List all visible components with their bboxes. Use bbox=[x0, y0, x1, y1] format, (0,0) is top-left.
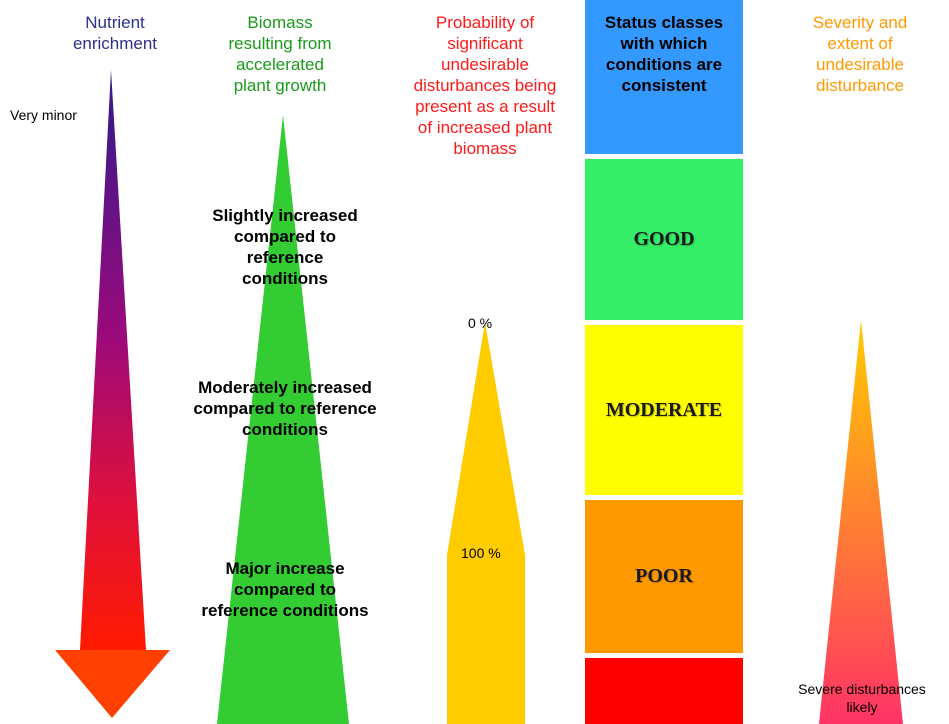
biomass-level-slight: Slightly increased compared to reference… bbox=[212, 206, 358, 288]
biomass-level-moderate: Moderately increased compared to referen… bbox=[193, 378, 377, 439]
status-high-block bbox=[585, 0, 743, 154]
status-good-block bbox=[585, 159, 743, 320]
biomass-header: Biomass resulting from accelerated plant… bbox=[228, 13, 332, 95]
status-header: Status classes with which conditions are… bbox=[604, 13, 724, 95]
probability-top-label: 0 % bbox=[468, 315, 493, 331]
probability-shape bbox=[447, 322, 525, 724]
nutrient-arrow-shaft bbox=[80, 70, 146, 650]
status-good-label: GOOD bbox=[633, 228, 695, 250]
status-poor-block bbox=[585, 500, 743, 653]
probability-bottom-label: 100 % bbox=[461, 545, 501, 561]
nutrient-arrow-head bbox=[55, 650, 170, 718]
biomass-wedge bbox=[217, 115, 349, 724]
status-bad-block bbox=[585, 658, 743, 724]
severity-header: Severity and extent of undesirable distu… bbox=[812, 13, 908, 95]
status-good: GOOD bbox=[585, 159, 743, 320]
probability-header: Probability of significant undesirable d… bbox=[413, 13, 557, 158]
status-poor: POOR bbox=[585, 500, 743, 653]
severity-bottom-label: Severe disturbances likely bbox=[798, 681, 926, 715]
nutrient-top-label: Very minor bbox=[10, 107, 77, 123]
nutrient-header: Nutrient enrichment bbox=[72, 13, 158, 53]
status-moderate-label: MODERATE bbox=[605, 398, 723, 421]
status-moderate-block bbox=[585, 325, 743, 495]
biomass-level-major: Major increase compared to reference con… bbox=[201, 559, 369, 620]
status-moderate: MODERATE bbox=[585, 325, 743, 495]
status-poor-label: POOR bbox=[635, 565, 693, 587]
severity-wedge bbox=[819, 320, 903, 724]
